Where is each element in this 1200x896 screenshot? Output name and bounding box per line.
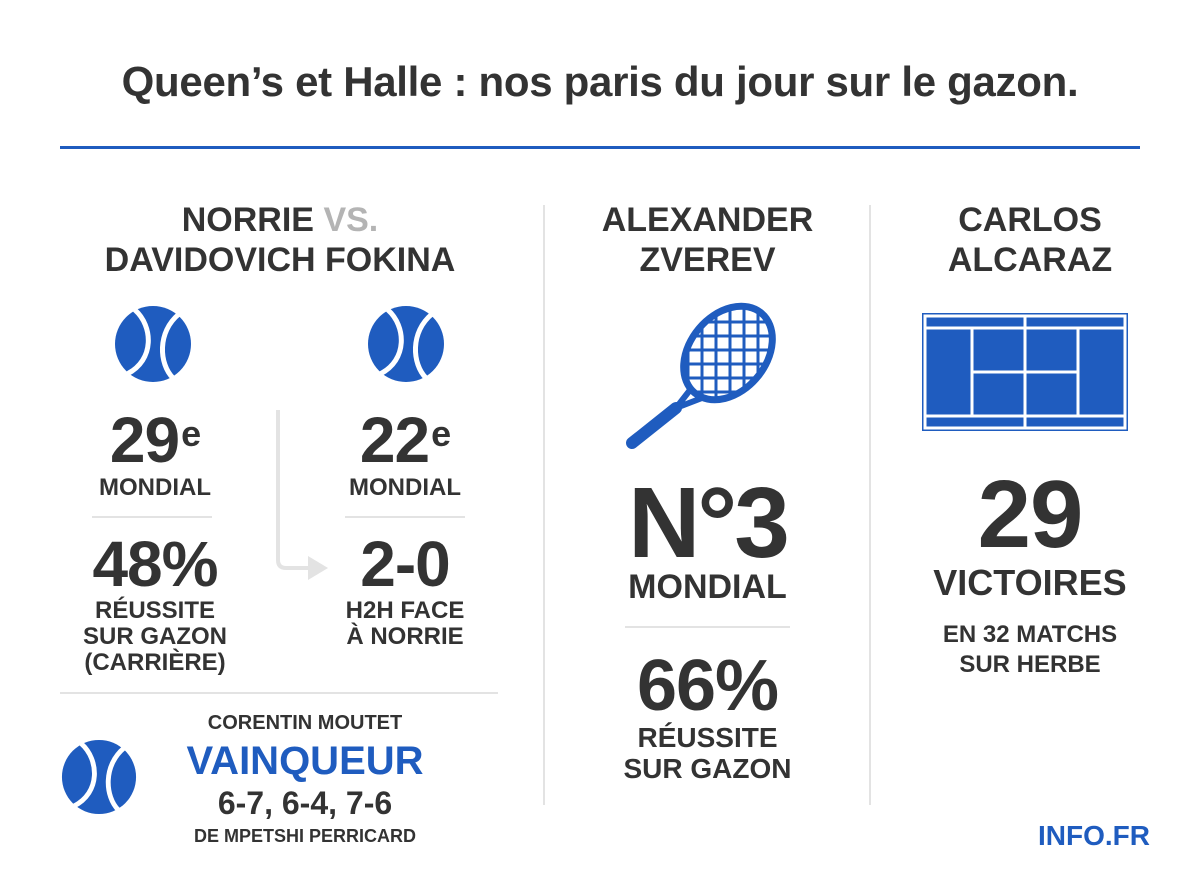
page-title: Queen’s et Halle : nos paris du jour sur… (121, 58, 1079, 105)
title-underline (60, 146, 1140, 149)
zverev-grass-stat: 66% (636, 646, 779, 726)
zverev-heading: ALEXANDER ZVEREV (601, 201, 814, 279)
stat-divider (345, 516, 465, 518)
arrow-right-icon (276, 410, 328, 580)
h2h-stat: 2-0 (360, 528, 451, 600)
tennis-ball-icon (61, 739, 137, 815)
zverev-rank-label: MONDIAL (628, 568, 787, 606)
match-heading: NORRIE VS. DAVIDOVICH FOKINA (60, 200, 500, 280)
alcaraz-detail: EN 32 MATCHS SUR HERBE (942, 621, 1118, 678)
alcaraz-heading: CARLOS ALCARAZ (947, 201, 1113, 279)
tennis-ball-icon (115, 306, 191, 382)
result-opponent: DE MPETSHI PERRICARD (193, 826, 417, 846)
zverev-grass-stat-label: RÉUSSITE SUR GAZON (623, 722, 792, 784)
player-a-rank: 29e (109, 404, 201, 476)
alcaraz-wins: 29 (977, 461, 1084, 568)
zverev-rank: N°3 (628, 467, 790, 579)
alcaraz-wins-label: VICTOIRES (933, 562, 1127, 603)
player-a-grass-stat-label: RÉUSSITE SUR GAZON (CARRIÈRE) (83, 597, 227, 676)
result-outcome: VAINQUEUR (186, 739, 424, 783)
stat-divider (92, 516, 212, 518)
column-divider-1 (543, 205, 545, 805)
player-a-name: NORRIE (181, 201, 314, 239)
player-b-rank: 22e (359, 404, 451, 476)
vs-label: VS. (323, 201, 379, 239)
player-b-name: DAVIDOVICH FOKINA (104, 241, 456, 279)
result-score: 6-7, 6-4, 7-6 (217, 785, 393, 821)
result-player-name: CORENTIN MOUTET (207, 712, 403, 734)
column-divider-2 (869, 205, 871, 805)
h2h-stat-label: H2H FACE À NORRIE (345, 597, 465, 650)
source-logo[interactable]: INFO.FR (1038, 820, 1150, 851)
player-a-grass-stat: 48% (92, 528, 218, 600)
tennis-racket-icon (626, 298, 780, 449)
tennis-ball-icon (368, 306, 444, 382)
player-a-rank-label: MONDIAL (99, 474, 211, 501)
section-divider (60, 692, 498, 694)
tennis-court-icon (922, 313, 1128, 431)
player-b-rank-label: MONDIAL (349, 474, 461, 501)
stat-divider (625, 626, 790, 628)
